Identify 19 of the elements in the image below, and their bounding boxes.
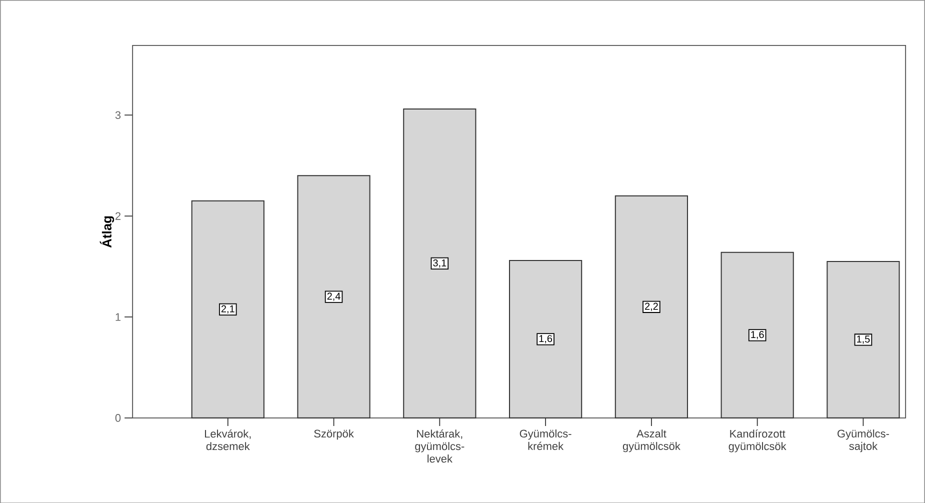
- x-tick-label: Nektárak, gyümölcs-levek: [415, 429, 464, 462]
- y-tick-label: 1: [116, 312, 121, 321]
- x-tick-label: Szörpök: [314, 429, 354, 440]
- data-label: 1,5: [857, 335, 870, 344]
- data-label: 1,6: [751, 330, 764, 340]
- x-tick-label: Gyümölcs-sajtok: [838, 429, 889, 452]
- data-label: 2,2: [645, 302, 658, 311]
- y-tick-label: 0: [115, 414, 121, 422]
- y-tick-label: 3: [115, 111, 121, 119]
- data-label: 2,1: [221, 305, 234, 314]
- x-tick-label: Aszalt gyümölcsök: [622, 429, 680, 452]
- data-label: 1,6: [539, 334, 552, 344]
- y-tick-label: 2: [115, 212, 120, 220]
- x-tick-label: Gyümölcs-krémek: [520, 429, 572, 450]
- data-label: 3,1: [433, 259, 446, 268]
- x-tick-label: Kandírozott gyümölcsök: [728, 429, 786, 452]
- x-tick-label: Lekvárok, dzsemek: [205, 429, 251, 450]
- y-axis-title: Átlag: [100, 216, 114, 248]
- data-label: 2,4: [327, 292, 340, 301]
